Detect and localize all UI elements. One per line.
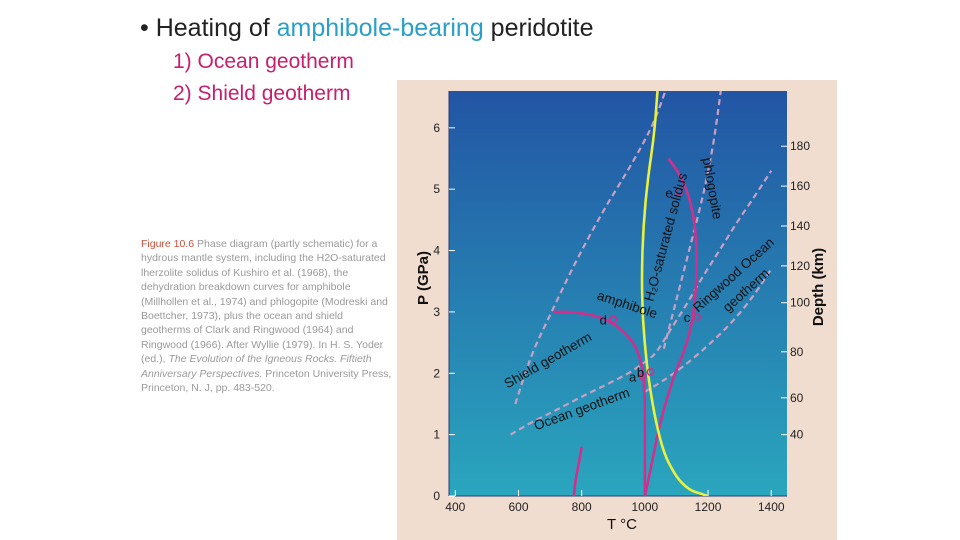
x-tick-label: 400 (445, 500, 465, 514)
figure-caption: Figure 10.6 Phase diagram (partly schema… (141, 237, 393, 395)
point-marker-e (674, 188, 683, 197)
depth-tick-label: 180 (790, 139, 810, 153)
title-highlight: amphibole-bearing (276, 14, 484, 42)
depth-tick-label: 80 (790, 345, 804, 359)
x-tick-label: 800 (572, 500, 592, 514)
series-line-ocean-geotherm-upper (644, 268, 773, 393)
x-tick-label: 600 (508, 500, 528, 514)
caption-text: Phase diagram (partly schematic) for a h… (141, 238, 388, 366)
series-line-phlogopite (643, 157, 698, 496)
y-tick-label: 6 (433, 121, 440, 135)
point-marker-a (638, 372, 647, 381)
title-pre: Heating of (155, 14, 277, 42)
y2-axis-label: Depth (km) (810, 248, 827, 326)
y-tick-label: 5 (433, 182, 440, 196)
depth-tick-label: 60 (790, 391, 804, 405)
point-label-a: a (629, 369, 637, 384)
x-tick-label: 1200 (695, 500, 722, 514)
caption-figure-label: Figure 10.6 (141, 238, 195, 250)
x-tick-label: 1400 (758, 500, 785, 514)
slide-title: • Heating of amphibole-bearing peridotit… (140, 14, 594, 43)
series-line-shield-geotherm (514, 91, 667, 405)
y-axis-label: P (GPa) (415, 251, 432, 305)
point-marker-c (692, 312, 701, 321)
series-line-amphibole-lower-branch (572, 446, 583, 496)
bullet-mark: • (140, 14, 149, 42)
y-tick-label: 2 (433, 366, 440, 380)
point-label-d: d (600, 312, 607, 327)
y-tick-label: 3 (433, 305, 440, 319)
depth-tick-label: 160 (790, 179, 810, 193)
plot-background (449, 91, 787, 496)
point-label-b: b (637, 365, 644, 380)
y-tick-label: 4 (433, 244, 440, 258)
series-line-ringwood-ocean-geotherm (662, 91, 722, 349)
list-item-ocean-geotherm: 1) Ocean geotherm (173, 50, 354, 73)
depth-tick-label: 140 (790, 219, 810, 233)
title-post: peridotite (483, 14, 594, 42)
series-line-amphibole (553, 310, 647, 496)
caption-publisher: Princeton University Press, Princeton, N… (141, 367, 392, 395)
point-label-c: c (684, 310, 691, 325)
depth-tick-label: 40 (790, 428, 804, 442)
y-tick-label: 0 (433, 489, 440, 503)
x-tick-label: 1000 (631, 500, 658, 514)
point-marker-d (609, 315, 618, 324)
caption-book-title: The Evolution of the Igneous Rocks. Fift… (141, 353, 372, 380)
x-axis-label: T °C (607, 516, 637, 533)
point-label-e: e (665, 185, 672, 200)
depth-tick-label: 100 (790, 296, 810, 310)
depth-tick-label: 120 (790, 259, 810, 273)
y-tick-label: 1 (433, 428, 440, 442)
series-line-ocean-geotherm (510, 170, 773, 436)
series-line-h2o-saturated-solidus (640, 91, 709, 496)
point-marker-b (646, 368, 655, 377)
list-item-shield-geotherm: 2) Shield geotherm (173, 82, 351, 105)
